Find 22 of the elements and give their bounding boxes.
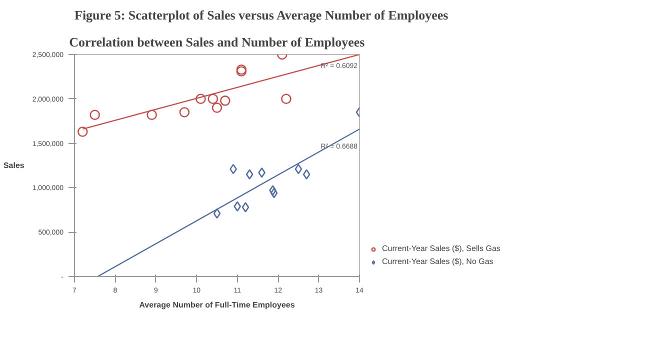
chart-subtitle: Correlation between Sales and Number of Employees bbox=[69, 34, 365, 50]
legend-label: Current-Year Sales ($), No Gas bbox=[382, 257, 494, 266]
chart-title: Figure 5: Scatterplot of Sales versus Average Number of Employees bbox=[74, 8, 448, 22]
point bbox=[220, 96, 230, 106]
point bbox=[212, 102, 222, 113]
point bbox=[294, 164, 302, 174]
x-axis-title: Average Number of Full-Time Employees bbox=[139, 300, 296, 310]
legend-label: Current-Year Sales ($), Sells Gas bbox=[382, 244, 500, 253]
point bbox=[208, 94, 218, 104]
point bbox=[213, 208, 221, 219]
point bbox=[196, 94, 206, 104]
point bbox=[179, 107, 190, 118]
point bbox=[302, 169, 310, 180]
point bbox=[234, 201, 242, 212]
y-axis-title: Sales bbox=[3, 161, 25, 170]
point bbox=[90, 110, 100, 120]
point bbox=[246, 169, 254, 180]
point bbox=[77, 126, 88, 137]
point bbox=[281, 94, 292, 104]
point bbox=[146, 110, 158, 120]
point bbox=[242, 202, 250, 212]
point bbox=[270, 188, 278, 198]
